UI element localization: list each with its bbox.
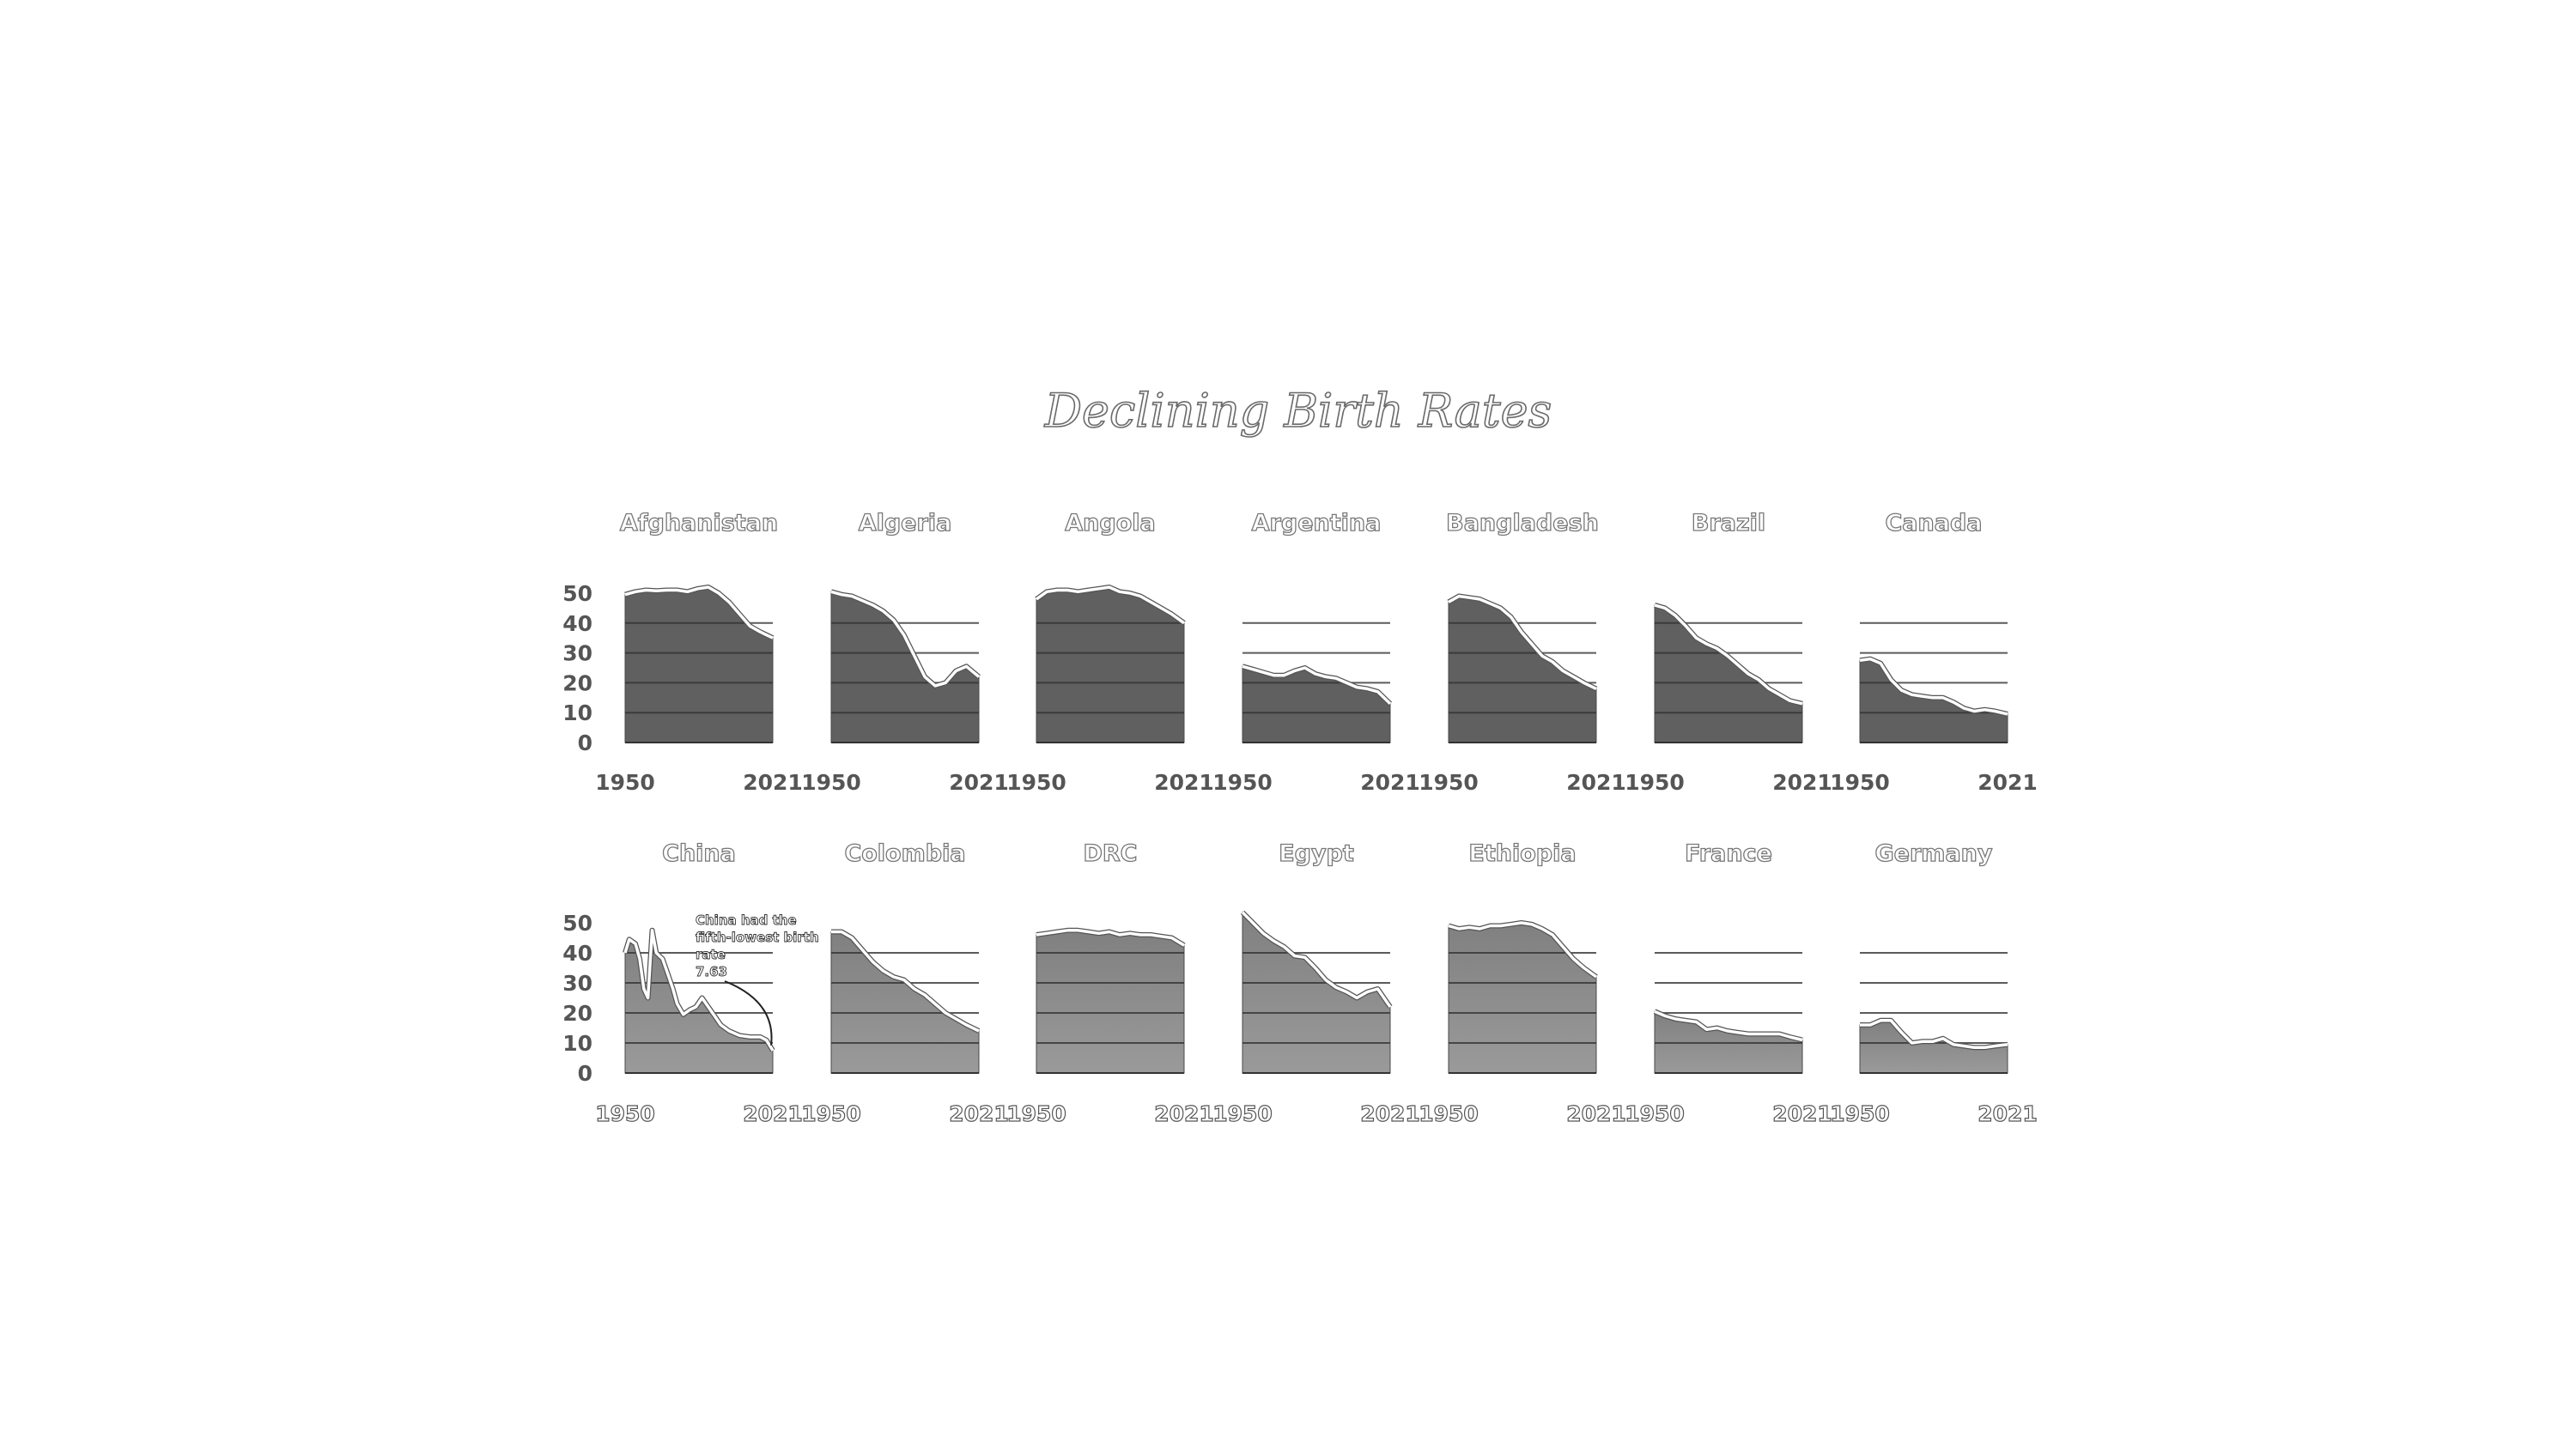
x-tick-end: 2021 [1566,770,1626,795]
x-tick-start: 1950 [595,770,655,795]
area-brazil [1654,604,1803,743]
series-line-china [623,929,775,1052]
chart-title: Declining Birth Rates [1044,384,1552,438]
x-tick-start: 1950 [1830,1101,1890,1126]
x-tick-end: 2021 [1360,770,1420,795]
x-tick-start: 1950 [801,1101,861,1126]
series-line-afghanistan [624,585,774,640]
panel-title-colombia: Colombia [844,840,965,867]
panel-title-algeria: Algeria [859,510,952,537]
panel-ethiopia: Ethiopia 1950 2021 [1419,840,1627,1126]
y-tick-label: 30 [562,971,592,996]
x-tick-end: 2021 [1978,770,2038,795]
area-drc [1036,930,1185,1074]
x-tick-start: 1950 [595,1101,655,1126]
panel-drc: DRC 1950 2021 [1006,840,1215,1126]
panel-title-ethiopia: Ethiopia [1468,840,1576,867]
series-line-ethiopia [1448,921,1598,979]
series-line-drc [1036,929,1185,947]
panel-title-drc: DRC [1083,840,1137,867]
panel-brazil: Brazil 1950 2021 [1625,509,1832,795]
annotation-arrow [724,980,773,1046]
x-tick-end: 2021 [949,770,1009,795]
annotation-text: China had the [696,912,797,928]
y-tick-label: 50 [562,581,592,606]
y-tick-label: 40 [562,611,592,636]
series-line-angola [1035,585,1186,625]
panel-title-afghanistan: Afghanistan [620,510,778,537]
y-tick-label: 30 [562,641,592,666]
x-tick-end: 2021 [743,770,803,795]
series-line-algeria [830,590,981,688]
y-tick-label: 20 [562,670,592,695]
x-tick-start: 1950 [1419,1101,1479,1126]
panel-title-china: China [662,840,736,867]
panel-colombia: Colombia 1950 2021 [801,840,1010,1126]
panel-france: France 1950 2021 [1625,840,1833,1126]
panel-title-canada: Canada [1885,510,1982,537]
x-tick-start: 1950 [1212,1101,1273,1126]
panel-title-germany: Germany [1875,840,1993,867]
annotation-text: rate [696,947,726,962]
series-line-bangladesh [1448,594,1597,690]
panel-argentina: Argentina 1950 2021 [1212,509,1420,795]
x-tick-start: 1950 [801,770,861,795]
x-tick-end: 2021 [1154,770,1214,795]
y-tick-label: 40 [562,941,592,966]
panel-title-bangladesh: Bangladesh [1446,510,1599,537]
series-line-colombia [831,930,980,1033]
series-line-canada [1859,657,2008,716]
x-tick-end: 2021 [949,1101,1009,1126]
x-tick-end: 2021 [1978,1101,2038,1126]
series-line-argentina [1242,664,1392,706]
panel-angola: Angola 1950 2021 [1006,509,1214,795]
panel-egypt: Egypt 1950 2021 [1212,840,1421,1126]
area-argentina [1242,665,1391,743]
area-algeria [830,591,980,743]
x-tick-start: 1950 [1830,770,1890,795]
x-tick-start: 1950 [1212,770,1273,795]
x-tick-start: 1950 [1625,770,1685,795]
x-tick-start: 1950 [1006,770,1066,795]
area-canada [1859,658,2008,743]
x-tick-start: 1950 [1419,770,1479,795]
panel-title-brazil: Brazil [1692,510,1765,537]
x-tick-end: 2021 [1772,770,1832,795]
y-tick-label: 0 [578,1061,592,1086]
area-ethiopia [1448,922,1597,1074]
panel-title-argentina: Argentina [1252,510,1382,537]
y-tick-label: 50 [562,911,592,936]
x-tick-end: 2021 [1154,1101,1214,1126]
x-tick-end: 2021 [1566,1101,1626,1126]
y-tick-label: 10 [562,1031,592,1056]
annotation-text: fifth-lowest birth [696,930,819,945]
y-tick-label: 10 [562,700,592,725]
area-afghanistan [624,586,774,743]
x-tick-end: 2021 [743,1101,803,1126]
panel-bangladesh: Bangladesh 1950 2021 [1419,509,1626,795]
panel-title-egypt: Egypt [1279,840,1354,867]
panel-afghanistan: Afghanistan 1950 2021 50 40 30 20 10 0 [562,509,803,795]
x-tick-start: 1950 [1625,1101,1685,1126]
area-bangladesh [1448,595,1597,743]
x-tick-end: 2021 [1772,1101,1832,1126]
panel-title-angola: Angola [1065,510,1155,537]
panel-algeria: Algeria 1950 2021 [801,509,1009,795]
panel-canada: Canada 1950 2021 [1830,509,2038,795]
panel-germany: Germany 1950 2021 [1830,840,2038,1126]
series-line-egypt [1241,911,1392,1008]
annotation-text: 7.63 [696,964,727,979]
y-tick-label: 20 [562,1001,592,1026]
panel-title-france: France [1685,840,1772,867]
y-tick-label: 0 [578,731,592,755]
x-tick-end: 2021 [1360,1101,1420,1126]
series-line-france [1654,1009,1803,1042]
series-line-germany [1860,1019,2008,1050]
panel-china: China 1950 2021 50 40 30 20 10 0 China had the fif… [562,840,819,1126]
series-line-brazil [1654,603,1803,706]
x-tick-start: 1950 [1006,1101,1066,1126]
